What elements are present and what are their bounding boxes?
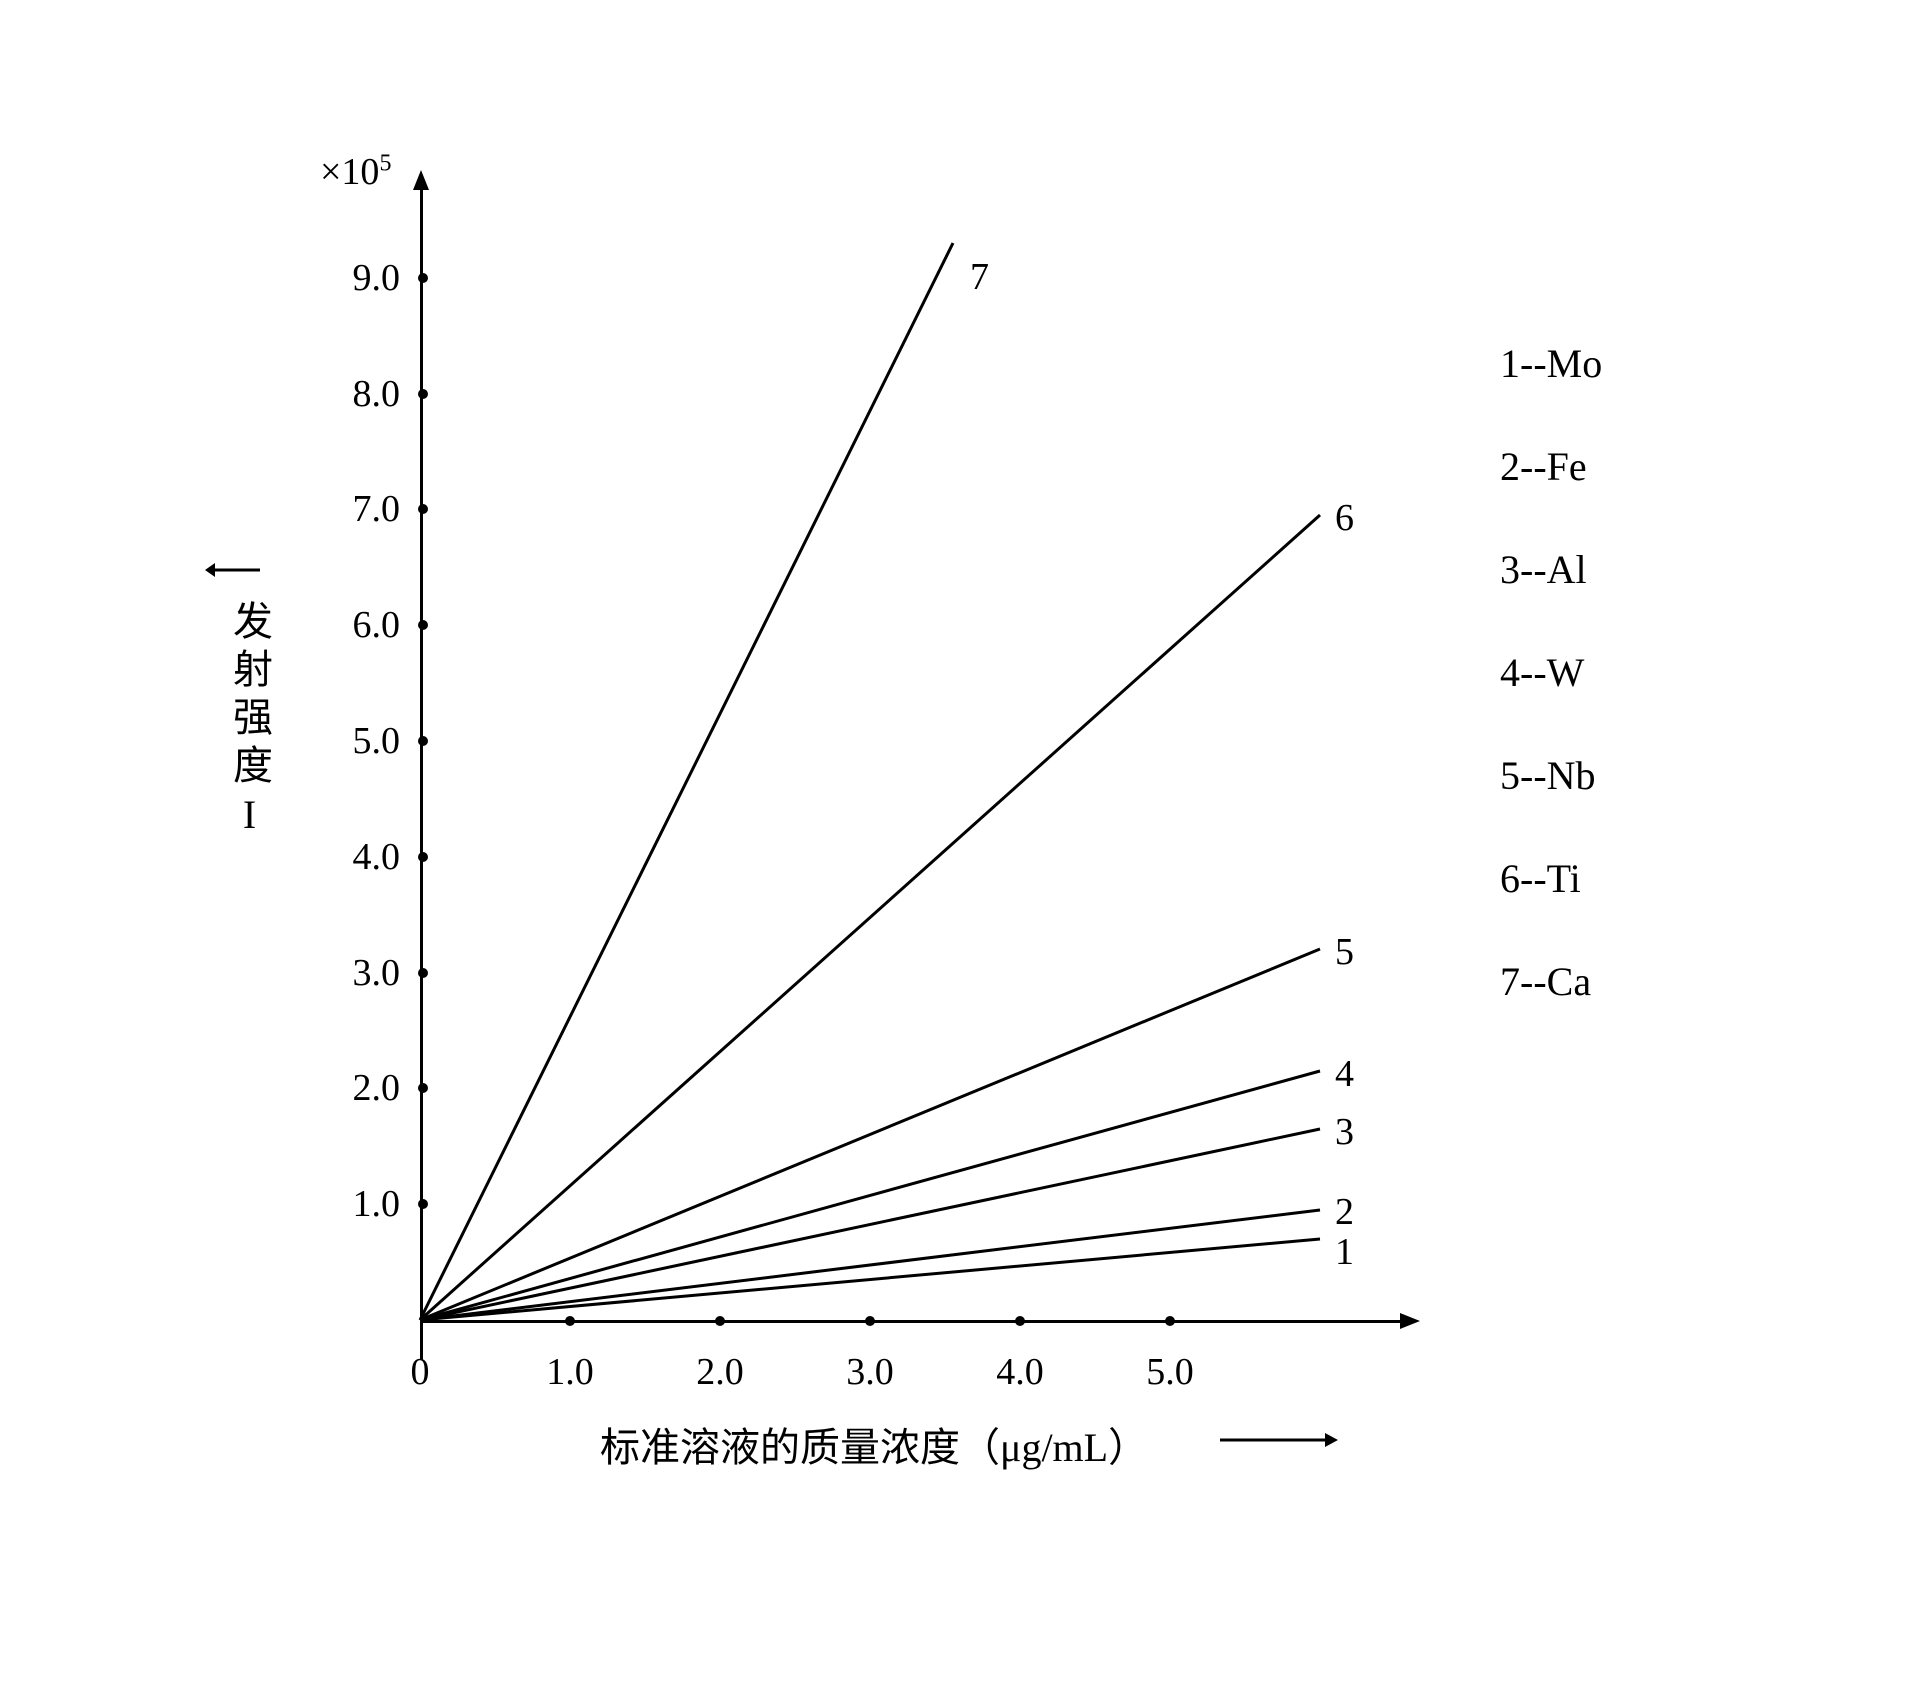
y-tick-label: 1.0 [300, 1182, 400, 1226]
series-line-3 [420, 1129, 1320, 1320]
x-tick-label: 5.0 [1130, 1350, 1210, 1394]
series-label-7: 7 [970, 255, 989, 299]
legend-item: 1--Mo [1500, 340, 1602, 387]
y-tick-label: 8.0 [300, 372, 400, 416]
y-tick-label: 4.0 [300, 835, 400, 879]
legend-item: 5--Nb [1500, 752, 1602, 799]
plot-area: ×105 1.02.03.04.05.06.07.08.09.0 01.02.0… [420, 220, 1320, 1320]
series-label-5: 5 [1335, 930, 1354, 974]
y-exponent-label: ×105 [320, 150, 391, 194]
y-tick-label: 2.0 [300, 1066, 400, 1110]
y-tick-label: 7.0 [300, 487, 400, 531]
x-tick-label: 3.0 [830, 1350, 910, 1394]
y-axis-arrow-icon [413, 170, 429, 190]
series-line-4 [420, 1071, 1320, 1320]
x-tick-label: 4.0 [980, 1350, 1060, 1394]
series-line-1 [420, 1239, 1320, 1320]
y-tick-label: 9.0 [300, 256, 400, 300]
series-label-6: 6 [1335, 496, 1354, 540]
chart-container: ×105 1.02.03.04.05.06.07.08.09.0 01.02.0… [200, 100, 1700, 1600]
x-axis-arrow-icon [1400, 1313, 1420, 1329]
exponent-power: 5 [379, 150, 391, 176]
y-title-arrow-icon [205, 550, 265, 595]
x-tick-label: 1.0 [530, 1350, 610, 1394]
legend-item: 7--Ca [1500, 958, 1602, 1005]
x-tick-label: 2.0 [680, 1350, 760, 1394]
series-line-7 [420, 243, 953, 1320]
x-title-arrow-icon [1220, 1420, 1340, 1465]
x-tick-label: 0 [380, 1350, 460, 1394]
y-tick-label: 6.0 [300, 603, 400, 647]
x-axis-title: 标准溶液的质量浓度（μg/mL） [600, 1415, 1148, 1473]
series-label-4: 4 [1335, 1052, 1354, 1096]
y-tick-label: 5.0 [300, 719, 400, 763]
chart-lines [420, 220, 1320, 1320]
legend-item: 4--W [1500, 649, 1602, 696]
series-label-3: 3 [1335, 1110, 1354, 1154]
y-tick-label: 3.0 [300, 951, 400, 995]
series-line-6 [420, 515, 1320, 1320]
legend-item: 2--Fe [1500, 443, 1602, 490]
legend-item: 3--Al [1500, 546, 1602, 593]
exponent-prefix: ×10 [320, 151, 379, 193]
y-axis-title: 发射强度I [220, 600, 278, 845]
series-label-1: 1 [1335, 1230, 1354, 1274]
legend-item: 6--Ti [1500, 855, 1602, 902]
legend: 1--Mo 2--Fe 3--Al 4--W 5--Nb 6--Ti 7--Ca [1500, 340, 1602, 1061]
series-label-2: 2 [1335, 1190, 1354, 1234]
